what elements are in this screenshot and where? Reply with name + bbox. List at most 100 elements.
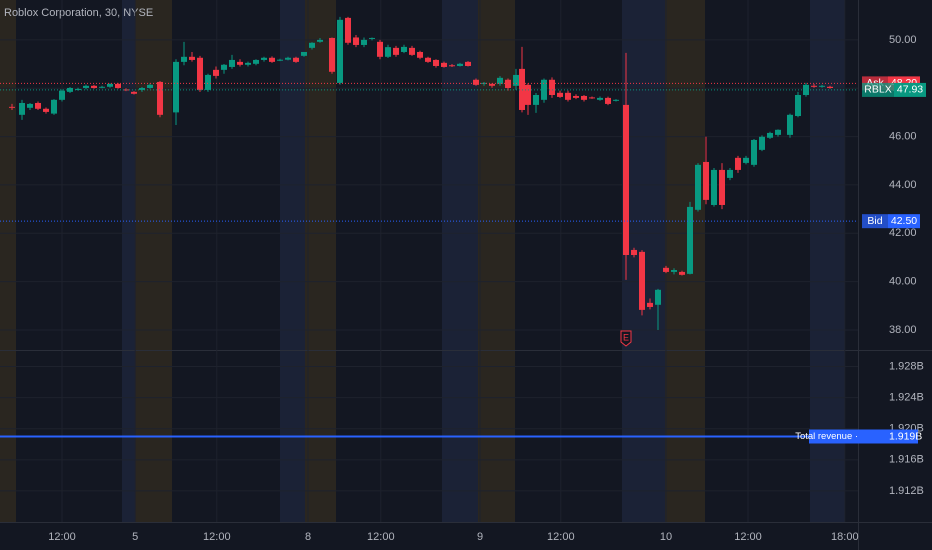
postmarket-band	[122, 0, 135, 522]
candle-body	[377, 41, 383, 57]
candle-body	[19, 102, 25, 115]
candle-body	[803, 84, 809, 95]
candle-body	[131, 91, 137, 94]
y-tick-label: 42.00	[889, 227, 917, 239]
candle-body	[361, 39, 367, 45]
candle-body	[43, 108, 49, 112]
candle-body	[597, 97, 603, 100]
y-tick-label: 1.924B	[889, 392, 924, 404]
price-line-value-box	[894, 82, 926, 97]
candle-body	[205, 74, 211, 90]
candle-body	[795, 94, 801, 117]
candle-body	[99, 86, 105, 88]
candle-body	[261, 57, 267, 60]
candle-body	[767, 132, 773, 138]
candle-body	[711, 169, 717, 205]
premarket-band	[665, 0, 705, 522]
candle-body	[293, 57, 299, 62]
candle-body	[827, 86, 833, 88]
candle-body	[269, 57, 275, 62]
candle-body	[549, 79, 555, 95]
candle-body	[181, 56, 187, 62]
x-tick-label: 5	[132, 531, 138, 543]
candle-body	[35, 102, 41, 109]
x-tick-label: 12:00	[48, 531, 76, 543]
y-tick-label: 46.00	[889, 130, 917, 142]
candle-body	[647, 302, 653, 307]
candle-body	[449, 65, 455, 67]
candle-body	[811, 85, 817, 87]
candle-body	[679, 271, 685, 275]
chart-title: Roblox Corporation, 30, NYSE	[4, 7, 153, 19]
y-tick-label: 40.00	[889, 276, 917, 288]
premarket-band	[305, 0, 336, 522]
x-tick-label: 12:00	[203, 531, 231, 543]
candle-body	[581, 95, 587, 100]
candle-body	[9, 106, 15, 108]
candle-body	[83, 85, 89, 88]
candle-body	[687, 206, 693, 274]
x-tick-label: 8	[305, 531, 311, 543]
candle-body	[751, 139, 757, 165]
candle-body	[631, 249, 637, 256]
candle-body	[727, 169, 733, 178]
revenue-name: Total revenue · FY	[795, 431, 873, 442]
candle-body	[229, 59, 235, 67]
candle-body	[115, 83, 121, 88]
candle-body	[309, 42, 315, 48]
candle-body	[277, 59, 283, 61]
x-tick-label: 12:00	[734, 531, 762, 543]
candle-body	[409, 47, 415, 55]
candle-body	[489, 83, 495, 86]
y-tick-label: 1.912B	[889, 485, 924, 497]
y-tick-label: 44.00	[889, 179, 917, 191]
candle-body	[337, 19, 343, 83]
candle-body	[433, 59, 439, 66]
candle-body	[573, 95, 579, 98]
candle-body	[385, 47, 391, 57]
postmarket-band	[442, 0, 478, 522]
candle-body	[107, 83, 113, 87]
x-tick-label: 12:00	[547, 531, 575, 543]
candle-body	[605, 97, 611, 104]
x-tick-label: 9	[477, 531, 483, 543]
candle-body	[655, 289, 661, 305]
candle-body	[59, 90, 65, 100]
candle-body	[245, 62, 251, 65]
candle-body	[91, 85, 97, 88]
price-line-name-box	[862, 82, 894, 97]
candle-body	[497, 77, 503, 84]
candle-body	[565, 92, 571, 100]
price-line-name-box	[862, 214, 888, 229]
revenue-name-box	[809, 429, 858, 444]
candle-body	[735, 157, 741, 170]
candle-body	[27, 103, 33, 108]
postmarket-band	[280, 0, 305, 522]
candle-body	[157, 81, 163, 115]
candle-body	[139, 87, 145, 90]
candle-body	[623, 104, 629, 256]
y-tick-label: 1.928B	[889, 360, 924, 372]
candle-body	[819, 85, 825, 87]
candle-body	[221, 64, 227, 70]
candle-body	[473, 79, 479, 85]
candle-body	[465, 61, 471, 66]
candle-body	[317, 39, 323, 42]
price-line-value-box	[888, 214, 920, 229]
y-tick-label: 1.916B	[889, 454, 924, 466]
candle-body	[703, 161, 709, 200]
price-line-value: 42.50	[891, 215, 917, 227]
candle-body	[525, 84, 531, 105]
premarket-band	[135, 0, 172, 522]
candle-body	[353, 37, 359, 45]
candle-body	[401, 46, 407, 52]
candle-body	[719, 169, 725, 205]
candle-body	[425, 57, 431, 62]
candle-body	[197, 57, 203, 90]
candle-body	[173, 61, 179, 113]
candle-body	[787, 114, 793, 135]
candle-body	[557, 92, 563, 97]
candle-body	[533, 94, 539, 105]
revenue-value-box	[858, 429, 918, 444]
